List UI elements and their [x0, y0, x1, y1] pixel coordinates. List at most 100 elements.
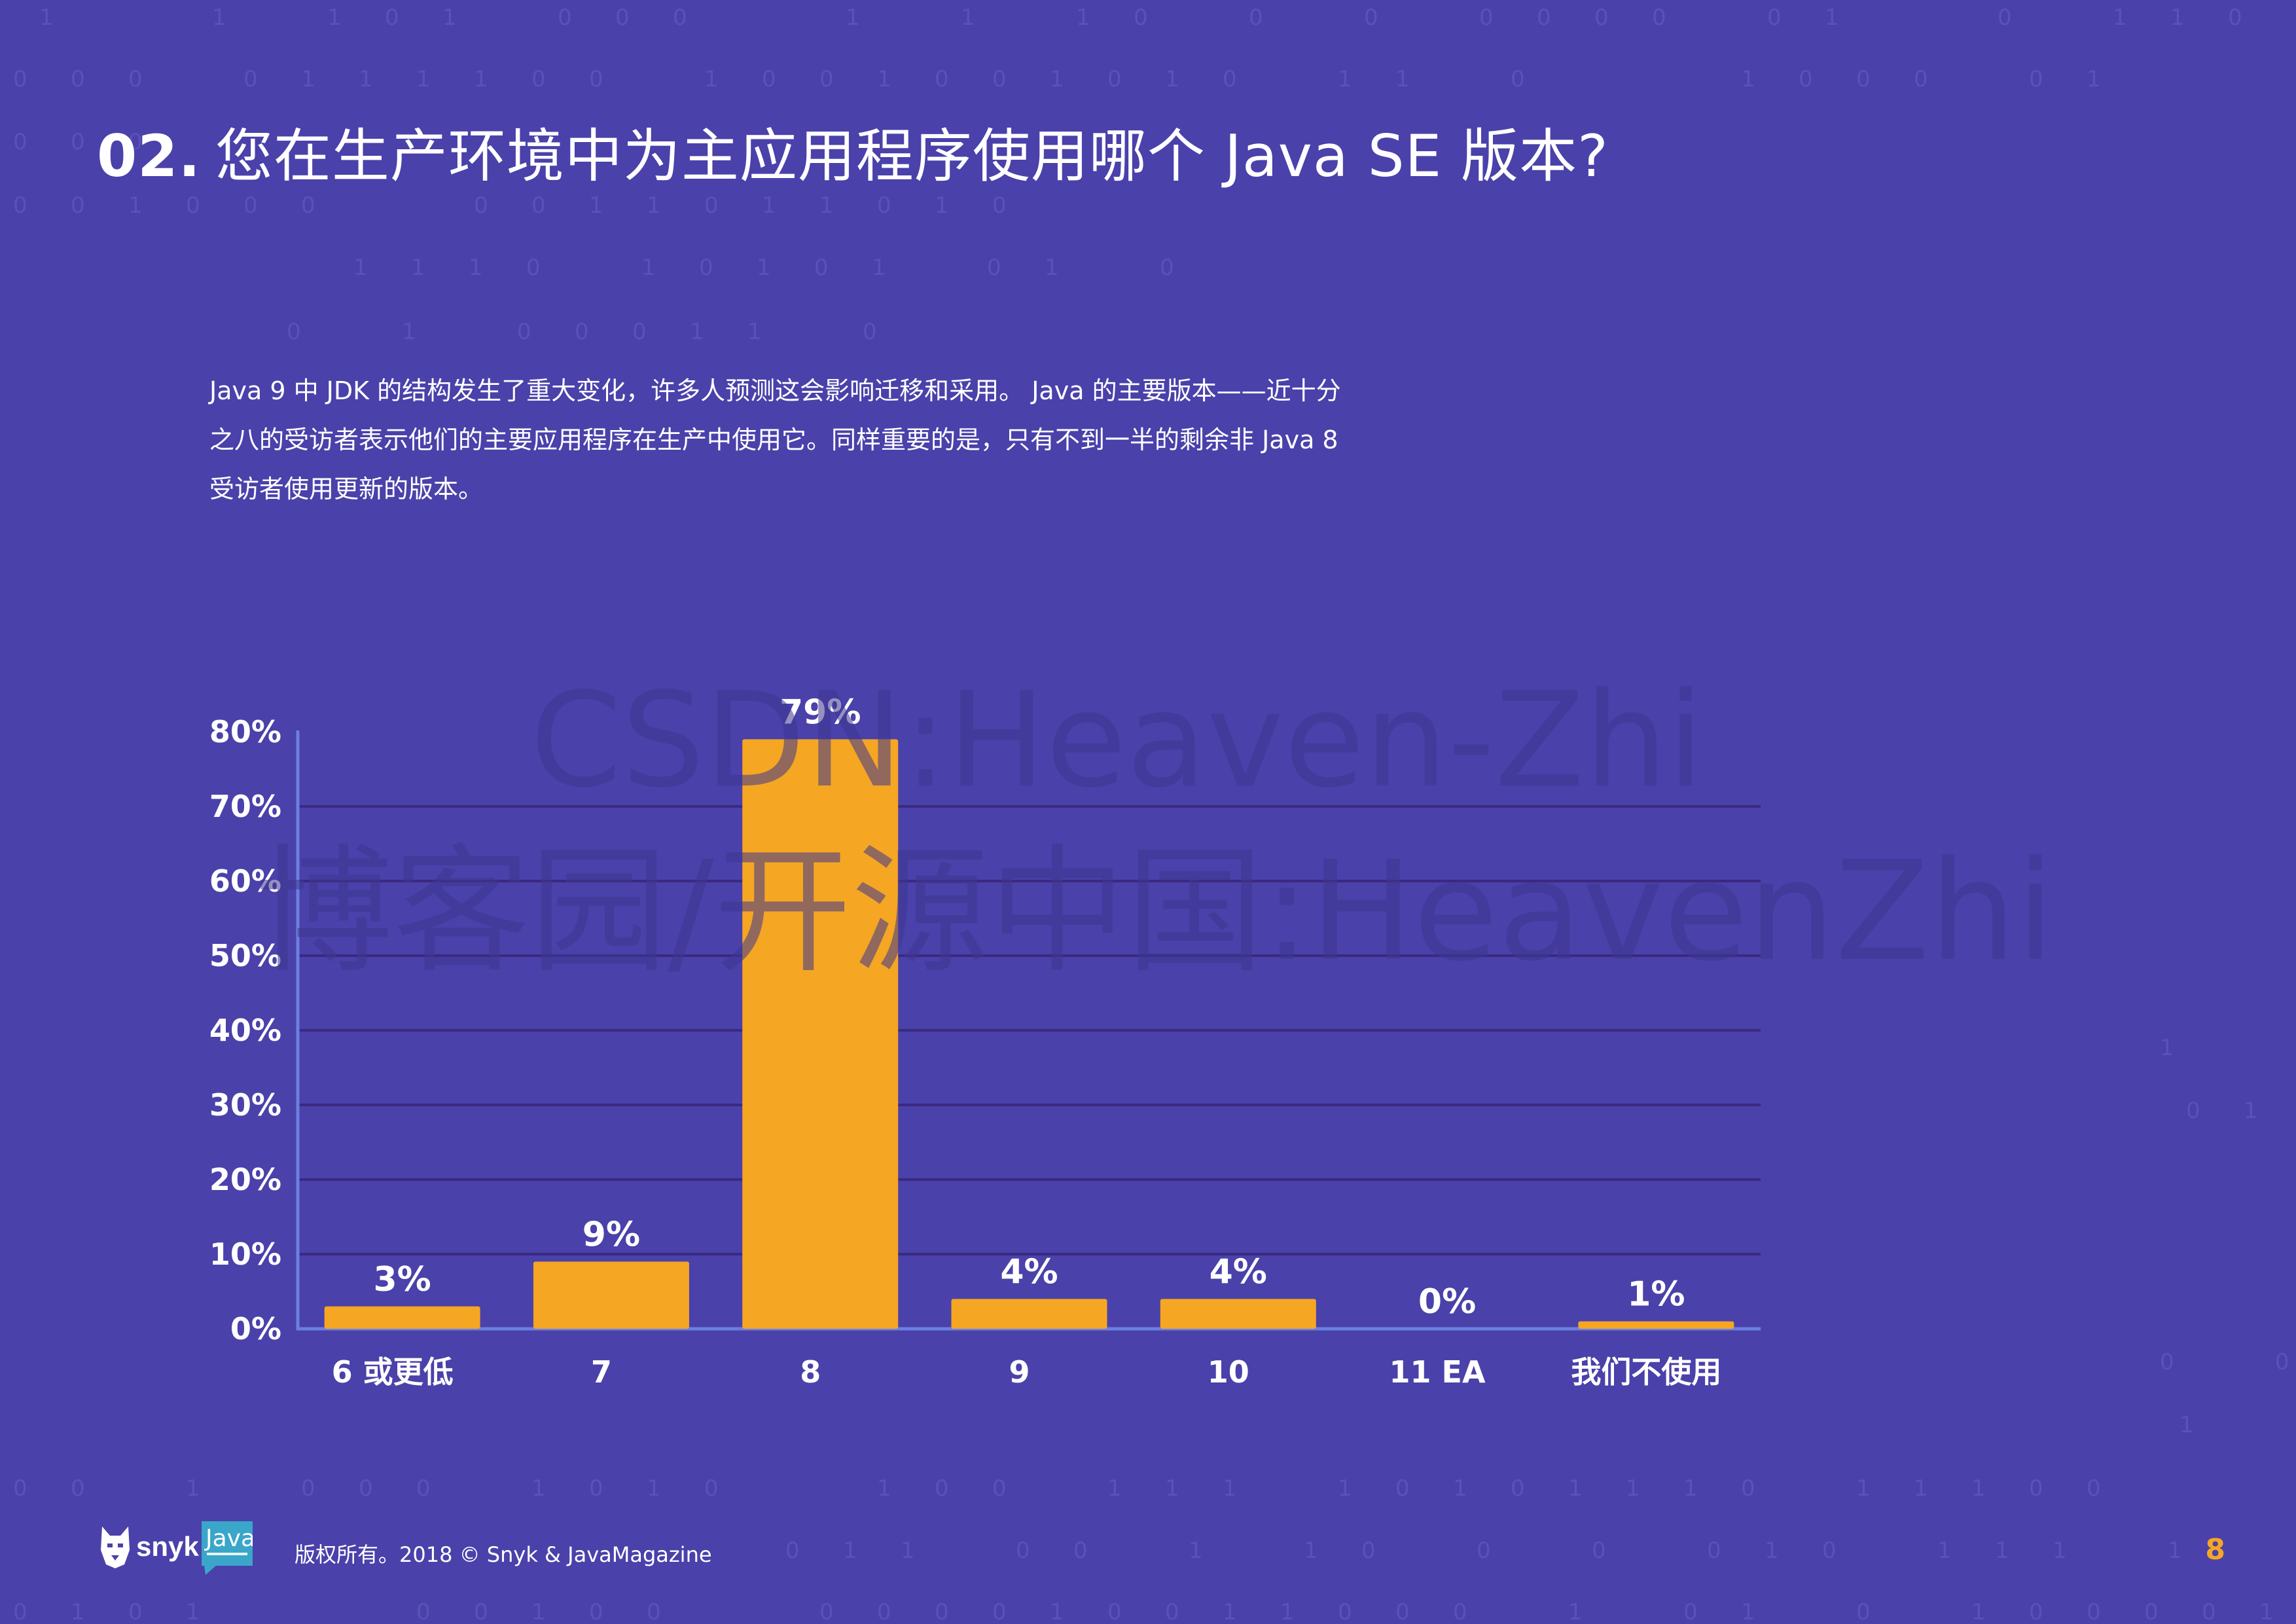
binary-digit: 1 [935, 192, 949, 219]
binary-digit: 1 [1165, 66, 1179, 92]
binary-digit: 0 [877, 192, 891, 219]
binary-digit: 1 [2168, 1538, 2182, 1564]
binary-digit: 0 [13, 66, 27, 92]
binary-digit: 0 [1998, 5, 2012, 31]
y-tick-label: 60% [209, 863, 281, 899]
binary-digit: 0 [128, 66, 143, 92]
binary-digit: 0 [301, 1475, 315, 1502]
binary-digit: 0 [186, 192, 200, 219]
binary-digit: 1 [1825, 5, 1839, 31]
binary-digit: 0 [992, 66, 1007, 92]
binary-digit: 0 [589, 1599, 603, 1624]
binary-digit: 1 [2259, 1599, 2274, 1624]
binary-digit: 0 [673, 5, 687, 31]
binary-digit: 1 [1937, 1538, 1952, 1564]
binary-digit: 1 [1045, 255, 1059, 281]
binary-digit: 0 [1395, 1599, 1410, 1624]
binary-digit: 1 [1338, 66, 1352, 92]
binary-digit: 0 [1511, 66, 1525, 92]
binary-digit: 0 [71, 66, 85, 92]
binary-digit: 1 [1304, 1538, 1318, 1564]
binary-digit: 0 [762, 66, 776, 92]
binary-digit: 1 [747, 319, 762, 345]
binary-digit: 0 [416, 1475, 431, 1502]
binary-digit: 1 [71, 1599, 85, 1624]
binary-digit: 0 [704, 192, 719, 219]
binary-digit: 1 [877, 1475, 891, 1502]
bar [951, 1299, 1107, 1329]
binary-digit: 1 [1568, 1599, 1583, 1624]
binary-digit: 1 [186, 1599, 200, 1624]
binary-digit: 1 [186, 1475, 200, 1502]
binary-digit: 0 [2202, 1599, 2216, 1624]
binary-digit: 0 [877, 1599, 891, 1624]
bar [533, 1261, 689, 1329]
java-magazine-logo: Java [202, 1521, 253, 1575]
binary-digit: 0 [992, 192, 1007, 219]
binary-digit: 1 [641, 255, 656, 281]
binary-digit: 0 [1914, 66, 1928, 92]
binary-digit: 0 [531, 66, 546, 92]
binary-digit: 0 [1134, 5, 1148, 31]
binary-digit: 0 [863, 319, 877, 345]
binary-digit: 0 [615, 5, 630, 31]
binary-digit: 0 [128, 129, 143, 155]
binary-digit: 0 [819, 1599, 834, 1624]
category-label: 9 [1009, 1354, 1030, 1390]
bar-value-label: 4% [1000, 1252, 1058, 1291]
category-label: 7 [591, 1354, 612, 1390]
binary-digit: 0 [2144, 1599, 2159, 1624]
intro-line: 受访者使用更新的版本。 [209, 475, 484, 503]
binary-digit: 0 [385, 5, 399, 31]
binary-digit: 0 [1107, 66, 1122, 92]
binary-digit: 0 [13, 192, 27, 219]
binary-digit: 0 [2029, 1475, 2043, 1502]
binary-digit: 0 [1395, 1475, 1410, 1502]
binary-digit: 1 [411, 255, 425, 281]
binary-digit: 1 [474, 66, 488, 92]
bar-value-label: 4% [1210, 1252, 1267, 1291]
binary-digit: 1 [757, 255, 771, 281]
category-label: 10 [1208, 1354, 1249, 1390]
binary-digit: 0 [1249, 5, 1263, 31]
bar-value-label: 1% [1627, 1275, 1685, 1314]
binary-digit: 0 [1652, 5, 1666, 31]
binary-digit: 1 [647, 1475, 661, 1502]
binary-digit: 0 [1856, 66, 1871, 92]
binary-digit: 1 [2244, 1098, 2258, 1124]
binary-digit: 1 [961, 5, 975, 31]
snyk-brand-text: snyk [136, 1531, 199, 1562]
y-tick-label: 70% [209, 789, 281, 824]
binary-digit: 0 [416, 1599, 431, 1624]
binary-digit: 0 [2160, 1349, 2174, 1375]
bar-value-label: 0% [1418, 1282, 1476, 1322]
binary-digit: 0 [243, 192, 258, 219]
binary-digit: 1 [327, 5, 342, 31]
binary-digit: 1 [531, 1475, 546, 1502]
binary-digit: 0 [1822, 1538, 1837, 1564]
binary-digit: 0 [1338, 1599, 1352, 1624]
binary-digit: 1 [846, 5, 860, 31]
binary-digit: 1 [901, 1538, 915, 1564]
binary-digit: 1 [1107, 1475, 1122, 1502]
binary-digit: 0 [935, 1475, 949, 1502]
binary-digit: 1 [1971, 1475, 1986, 1502]
binary-digit: 1 [2053, 1538, 2067, 1564]
binary-digit: 0 [589, 66, 603, 92]
category-label: 8 [800, 1354, 821, 1390]
binary-digit: 0 [287, 319, 301, 345]
binary-digit: 0 [13, 1475, 27, 1502]
binary-digit: 1 [1280, 1599, 1295, 1624]
binary-digit: 0 [575, 319, 589, 345]
binary-digit: 1 [1741, 66, 1755, 92]
binary-digit: 0 [1537, 5, 1551, 31]
binary-digit: 0 [2275, 1349, 2289, 1375]
binary-digit: 1 [690, 319, 704, 345]
binary-digit: 0 [1107, 1599, 1122, 1624]
binary-digit: 1 [704, 66, 719, 92]
binary-digit: 1 [872, 255, 886, 281]
binary-digit: 0 [992, 1475, 1007, 1502]
y-tick-label: 50% [209, 938, 281, 973]
